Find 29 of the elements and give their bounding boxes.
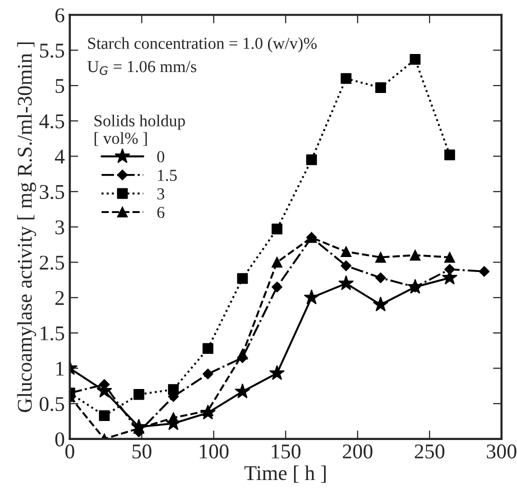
y-tick-label: 1 [56, 362, 64, 376]
y-tick-label: 2.5 [40, 256, 64, 270]
y-tick-label: 4.5 [39, 114, 64, 128]
x-tick-label: 50 [132, 444, 152, 458]
x-tick-label: 250 [414, 444, 444, 458]
y-tick-label: 0 [55, 432, 64, 446]
x-tick-label: 200 [342, 444, 372, 458]
y-tick-label: 4 [54, 150, 65, 164]
y-axis-title: Glucoamylase activity [ mg R.S./ml-30min ] [17, 42, 36, 412]
x-tick-label: 300 [486, 444, 516, 458]
x-axis-title: Time [ h ] [244, 465, 326, 483]
annotation: Starch concentration = 1.0 (w/v)% [88, 37, 317, 52]
y-tick-label: 6 [55, 8, 64, 22]
y-tick-label: 5.5 [40, 44, 64, 58]
y-tick-label: 1.5 [40, 326, 64, 340]
y-tick-label: 5 [56, 79, 64, 93]
y-tick-label: 3 [56, 220, 64, 234]
legend-label: 0 [157, 151, 164, 162]
y-tick-label: 0.5 [40, 396, 64, 412]
y-tick-label: 2 [55, 291, 64, 305]
x-tick-label: 0 [65, 444, 74, 458]
legend-label: 3 [157, 188, 164, 200]
y-tick-label: 3.5 [40, 185, 64, 200]
legend-label: 6 [157, 206, 164, 218]
x-tick-label: 150 [272, 444, 300, 458]
legend-label: 1.5 [158, 170, 177, 182]
x-tick-label: 100 [200, 444, 229, 458]
legend-title: Solids holdup [ vol% ] [94, 114, 185, 146]
annotation: U$_{G}$ = 1.06 mm/s [87, 60, 196, 75]
